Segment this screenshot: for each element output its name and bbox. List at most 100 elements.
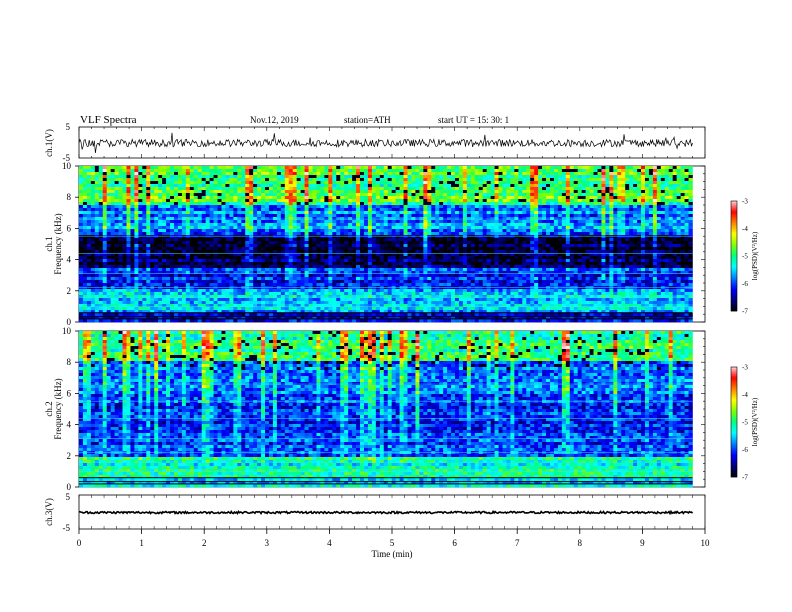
spectrogram-cell [648, 193, 654, 197]
spectrogram-cell [185, 169, 191, 173]
spectrogram-cell [526, 253, 531, 257]
spectrogram-cell [565, 193, 571, 197]
spectrogram-cell [609, 256, 614, 260]
spectrogram-cell [320, 193, 325, 197]
spectrogram-cell [597, 208, 602, 212]
spectrogram-cell [367, 196, 373, 200]
spectrogram-cell [573, 169, 578, 173]
spectrogram-cell [534, 175, 539, 179]
spectrogram-cell [328, 169, 333, 173]
spectrogram-cell [443, 241, 448, 245]
spectrogram-cell [86, 256, 92, 260]
spectrogram-cell [245, 235, 250, 239]
spectrogram-cell [356, 181, 361, 185]
spectrogram-cell [474, 175, 480, 179]
spectrogram-cell [419, 193, 424, 197]
spectrogram-cell [407, 217, 412, 221]
spectrogram-cell [443, 196, 448, 200]
spectrogram-cell [237, 178, 242, 182]
spectrogram-cell [538, 181, 543, 185]
spectrogram-cell [641, 184, 646, 188]
spectrogram-cell [300, 172, 305, 176]
spectrogram-cell [268, 202, 274, 206]
spectrogram-cell [470, 202, 476, 206]
spectrogram-cell [399, 232, 404, 236]
spectrogram-cell [637, 169, 642, 173]
spectrogram-cell [185, 217, 191, 221]
spectrogram-cell [86, 226, 92, 230]
spectrogram-cell [462, 223, 468, 227]
spectrogram-cell [451, 181, 456, 185]
spectrogram-cell [158, 205, 163, 209]
spectrogram-cell [549, 253, 555, 257]
spectrogram-cell [419, 181, 424, 185]
spectrogram-cell [166, 205, 171, 209]
spectrogram-cell [387, 232, 392, 236]
spectrogram-cell [482, 169, 487, 173]
spectrogram-cell [609, 247, 614, 251]
spectrogram-cell [660, 223, 666, 227]
spectrogram-cell [660, 256, 666, 260]
spectrogram-cell [312, 169, 317, 173]
spectrogram-cell [193, 259, 199, 263]
spectrogram-cell [268, 223, 274, 227]
spectrogram-cell [221, 187, 226, 191]
spectrogram-cell [391, 205, 396, 209]
spectrogram-cell [462, 211, 468, 215]
spectrogram-cell [245, 241, 250, 245]
spectrogram-cell [522, 217, 527, 221]
spectrogram-cell [94, 184, 100, 188]
spectrogram-cell [668, 220, 673, 224]
spectrogram-cell [573, 229, 578, 233]
spectrogram-cell [162, 217, 167, 221]
spectrogram-cell [553, 214, 559, 218]
spectrogram-cell [431, 241, 436, 245]
spectrogram-cell [229, 178, 234, 182]
spectrogram-cell [205, 178, 210, 182]
spectrogram-cell [605, 220, 610, 224]
spectrogram-cell [589, 229, 594, 233]
spectrogram-cell [110, 208, 115, 212]
spectrogram-cell [82, 244, 88, 248]
spectrogram-cell [427, 223, 432, 227]
spectrogram-cell [395, 181, 400, 185]
spectrogram-cell [399, 220, 404, 224]
spectrogram-cell [146, 193, 151, 197]
spectrogram-cell [565, 232, 571, 236]
spectrogram-cell [546, 187, 551, 191]
spectrogram-cell [320, 226, 325, 230]
spectrogram-cell [217, 199, 222, 203]
spectrogram-cell [106, 232, 111, 236]
spectrogram-cell [458, 229, 464, 233]
spectrogram-cell [478, 220, 484, 224]
spectrogram-cell [181, 250, 187, 254]
spectrogram-cell [217, 211, 222, 215]
spectrogram-cell [217, 175, 222, 179]
spectrogram-cell [629, 178, 634, 182]
spectrogram-cell [249, 238, 254, 242]
spectrogram-cell [557, 226, 563, 230]
spectrogram-cell [94, 238, 100, 242]
spectrogram-cell [241, 214, 246, 218]
spectrogram-cell [138, 232, 143, 236]
spectrogram-cell [455, 178, 460, 182]
spectrogram-cell [177, 247, 183, 251]
spectrogram-cell [245, 208, 250, 212]
spectrogram-cell [510, 217, 515, 221]
spectrogram-cell [193, 226, 199, 230]
spectrogram-cell [490, 199, 495, 203]
spectrogram-cell [142, 223, 147, 227]
spectrogram-cell [542, 208, 547, 212]
spectrogram-cell [664, 181, 670, 185]
spectrogram-cell [637, 241, 642, 245]
spectrogram-cell [106, 253, 111, 257]
spectrogram-cell [439, 220, 444, 224]
spectrogram-cell [672, 211, 677, 215]
spectrogram-cell [593, 250, 598, 254]
spectrogram-cell [482, 211, 487, 215]
spectrogram-cell [356, 235, 361, 239]
spectrogram-cell [201, 235, 206, 239]
spectrogram-cell [118, 235, 123, 239]
spectrogram-cell [363, 208, 369, 212]
